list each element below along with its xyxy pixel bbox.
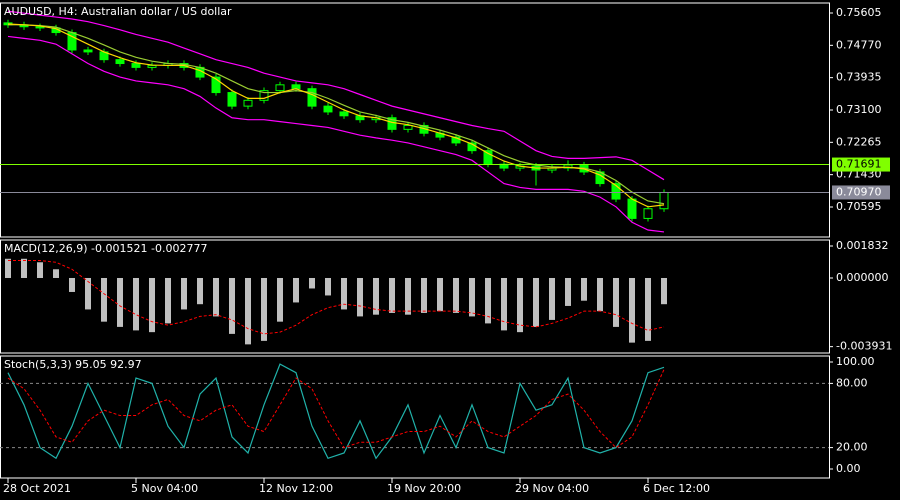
- y-tick-label: 0.73100: [836, 103, 882, 116]
- histogram-bar: [645, 277, 651, 341]
- histogram-bar: [293, 277, 299, 303]
- price-label: 0.71691: [836, 158, 882, 171]
- histogram-bar: [517, 277, 523, 333]
- histogram-bar: [629, 277, 635, 343]
- histogram-bar: [325, 277, 331, 296]
- histogram-bar: [373, 277, 379, 315]
- histogram-bar: [405, 277, 411, 315]
- candle-body: [227, 92, 237, 107]
- indicator-line: [7, 10, 665, 181]
- candle-body: [307, 88, 317, 107]
- candle-body: [131, 63, 141, 68]
- x-tick-label: 29 Nov 04:00: [515, 482, 589, 495]
- histogram-bar: [485, 277, 491, 324]
- x-tick-label: 5 Nov 04:00: [131, 482, 198, 495]
- candle-body: [115, 59, 125, 65]
- y-tick-label: 0.75605: [836, 6, 882, 19]
- x-tick-label: 12 Nov 12:00: [259, 482, 333, 495]
- histogram-bar: [181, 277, 187, 310]
- histogram-bar: [389, 277, 395, 313]
- candle-body: [83, 49, 93, 53]
- candle-body: [211, 76, 221, 94]
- panel-title: AUDUSD, H4: Australian dollar / US dolla…: [4, 5, 232, 18]
- panel-title: MACD(12,26,9) -0.001521 -0.002777: [4, 242, 207, 255]
- indicator-line: [7, 23, 665, 208]
- x-tick-label: 6 Dec 12:00: [643, 482, 710, 495]
- panel-frame: [0, 239, 830, 354]
- histogram-bar: [165, 277, 171, 324]
- panel-frame: [0, 355, 830, 479]
- histogram-bar: [5, 258, 11, 278]
- histogram-bar: [549, 277, 555, 320]
- price-label-bg: [832, 157, 890, 172]
- histogram-bar: [53, 269, 59, 278]
- candle-body: [643, 208, 653, 219]
- y-tick-label: 80.00: [836, 376, 868, 389]
- y-tick-label: 0.001832: [836, 239, 889, 252]
- y-tick-label: 0.000000: [836, 271, 889, 284]
- candle-body: [659, 191, 669, 210]
- histogram-bar: [37, 262, 43, 278]
- histogram-bar: [661, 277, 667, 305]
- histogram-bar: [565, 277, 571, 306]
- histogram-bar: [149, 277, 155, 333]
- histogram-bar: [69, 277, 75, 292]
- histogram-bar: [501, 277, 507, 331]
- candle-body: [403, 124, 413, 130]
- candle-body: [259, 90, 269, 101]
- histogram-bar: [245, 277, 251, 345]
- histogram-bar: [437, 277, 443, 312]
- y-tick-label: 20.00: [836, 441, 868, 454]
- histogram-bar: [469, 277, 475, 317]
- histogram-bar: [613, 277, 619, 327]
- histogram-bar: [533, 277, 539, 327]
- candle-body: [275, 84, 285, 92]
- x-tick-label: 28 Oct 2021: [3, 482, 71, 495]
- y-tick-label: 0.00: [836, 462, 861, 475]
- indicator-line: [7, 35, 665, 233]
- histogram-bar: [597, 277, 603, 312]
- y-tick-label: 0.73935: [836, 71, 882, 84]
- histogram-bar: [341, 277, 347, 310]
- histogram-bar: [85, 277, 91, 310]
- candle-body: [243, 99, 253, 107]
- histogram-bar: [453, 277, 459, 313]
- histogram-bar: [101, 277, 107, 322]
- histogram-bar: [357, 277, 363, 317]
- histogram-bar: [421, 277, 427, 313]
- signal-line: [7, 369, 665, 449]
- panel-title: Stoch(5,3,3) 95.05 92.97: [4, 358, 142, 371]
- histogram-bar: [133, 277, 139, 331]
- main-line: [7, 363, 665, 460]
- signal-line: [8, 260, 665, 335]
- price-label: 0.70970: [836, 185, 882, 198]
- y-tick-label: 0.74770: [836, 38, 882, 51]
- candle-body: [147, 64, 157, 68]
- histogram-bar: [197, 277, 203, 305]
- candle-body: [627, 198, 637, 219]
- histogram-bar: [117, 277, 123, 327]
- y-tick-label: 0.72265: [836, 135, 882, 148]
- histogram-bar: [213, 277, 219, 317]
- histogram-bar: [277, 277, 283, 322]
- candle-body: [35, 26, 45, 29]
- histogram-bar: [229, 277, 235, 334]
- indicator-line: [8, 24, 665, 205]
- y-tick-label: 100.00: [836, 355, 875, 368]
- x-tick-label: 19 Nov 20:00: [387, 482, 461, 495]
- y-tick-label: -0.003931: [836, 340, 892, 353]
- candle-body: [323, 105, 333, 113]
- histogram-bar: [309, 277, 315, 289]
- histogram-bar: [261, 277, 267, 341]
- panel-frame: [0, 2, 830, 238]
- y-tick-label: 0.70595: [836, 200, 882, 213]
- candle-body: [611, 183, 621, 200]
- candle-body: [339, 111, 349, 117]
- price-label-bg: [832, 185, 890, 200]
- histogram-bar: [21, 258, 27, 278]
- histogram-bar: [581, 277, 587, 301]
